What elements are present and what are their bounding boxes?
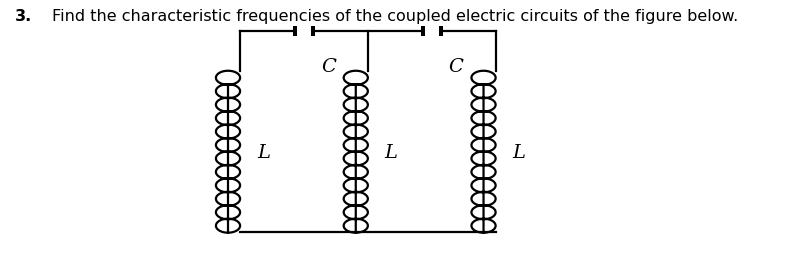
Text: 3.: 3. [15,9,32,24]
Text: L: L [257,143,270,161]
Text: Find the characteristic frequencies of the coupled electric circuits of the figu: Find the characteristic frequencies of t… [52,9,738,24]
Text: C: C [321,58,335,76]
Text: C: C [449,58,463,76]
Text: L: L [512,143,526,161]
Text: L: L [385,143,397,161]
